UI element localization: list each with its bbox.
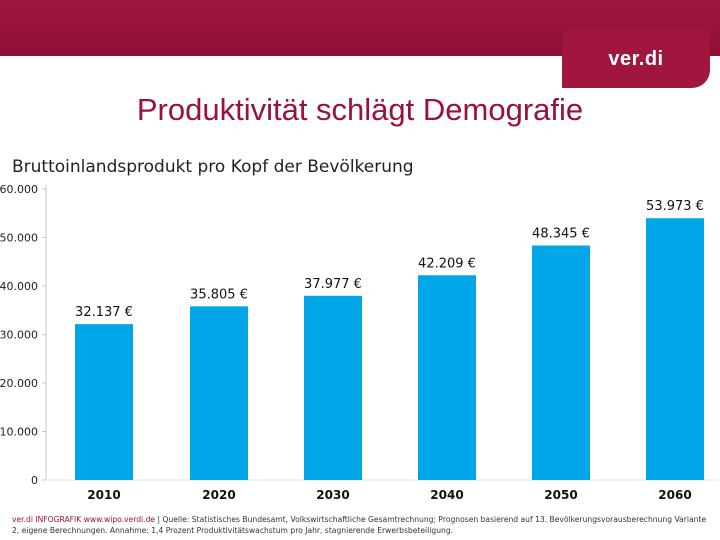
data-label-2060: 53.973 € — [646, 199, 704, 214]
data-label-2020: 35.805 € — [190, 287, 248, 302]
x-tick-label-2050: 2050 — [544, 488, 577, 502]
data-label-2050: 48.345 € — [532, 227, 590, 242]
x-tick-label-2030: 2030 — [316, 488, 349, 502]
source-text: | Quelle: Statistisches Bundesamt, Volks… — [12, 515, 707, 535]
verdi-logo: ver.di — [562, 30, 710, 88]
bar-2040 — [418, 275, 476, 480]
bar-2020 — [190, 306, 248, 480]
slide-title: Produktivität schlägt Demografie — [136, 92, 584, 127]
data-label-2010: 32.137 € — [75, 305, 133, 320]
data-label-2030: 37.977 € — [304, 277, 362, 292]
source-brand: ver.di INFOGRAFIK www.wipo.verdi.de — [12, 515, 156, 524]
y-tick-label: 60.000 — [0, 183, 38, 196]
y-tick-label: 50.000 — [0, 232, 38, 245]
source-note: ver.di INFOGRAFIK www.wipo.verdi.de | Qu… — [12, 514, 712, 536]
bar-2060 — [646, 218, 704, 480]
x-tick-label-2040: 2040 — [430, 488, 463, 502]
data-label-2040: 42.209 € — [418, 256, 476, 271]
x-tick-label-2060: 2060 — [658, 488, 691, 502]
bar-2050 — [532, 245, 590, 480]
y-tick-label: 30.000 — [0, 329, 38, 342]
x-tick-label-2010: 2010 — [87, 488, 120, 502]
bar-2010 — [75, 324, 133, 480]
y-tick-label: 10.000 — [0, 426, 38, 439]
bar-2030 — [304, 295, 362, 480]
logo-text: ver.di — [608, 47, 664, 70]
y-tick-label: 0 — [31, 474, 38, 487]
chart-title: Bruttoinlandsprodukt pro Kopf der Bevölk… — [12, 157, 414, 177]
bar-chart: 0 10.000 20.000 30.000 40.000 50.000 60.000 32… — [0, 183, 718, 502]
y-tick-label: 20.000 — [0, 377, 38, 390]
x-tick-label-2020: 2020 — [202, 488, 235, 502]
y-tick-label: 40.000 — [0, 280, 38, 293]
